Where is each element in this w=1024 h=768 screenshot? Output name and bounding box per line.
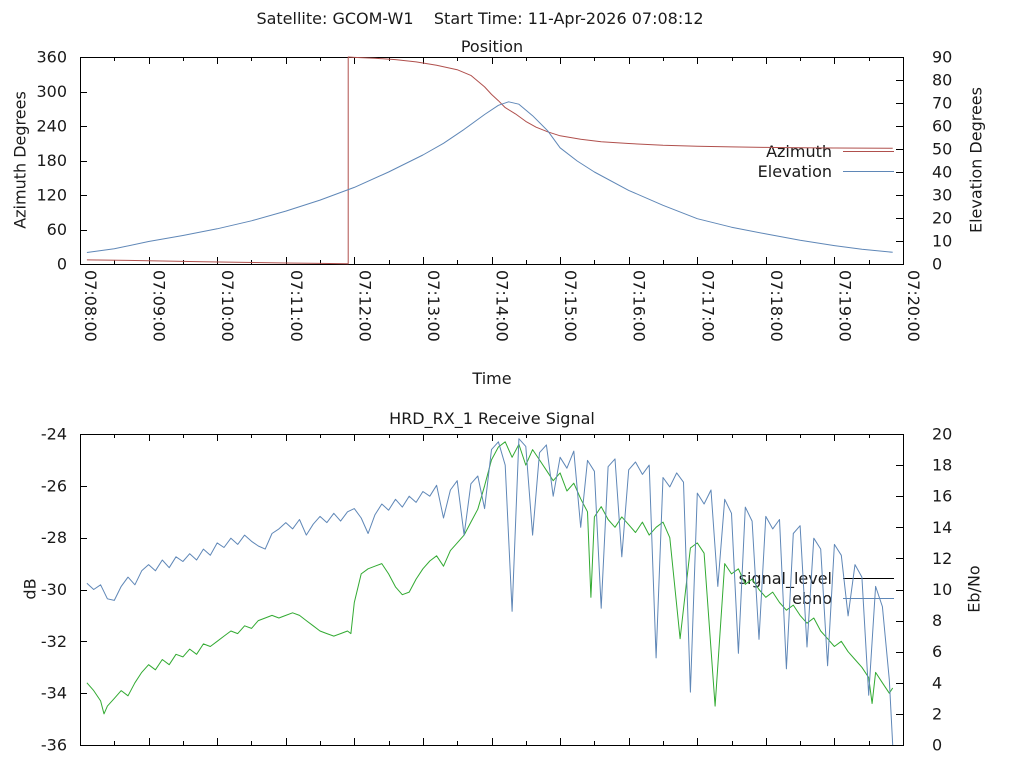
ytick-label-right: 10: [932, 580, 952, 599]
xtick-label: 07:17:00: [698, 270, 717, 342]
ytick-label-right: 60: [932, 117, 952, 136]
ytick-label-right: 20: [932, 209, 952, 228]
legend-item-azimuth: Azimuth: [682, 141, 894, 161]
ytick-label-right: 18: [932, 456, 952, 475]
main-title: Satellite: GCOM-W1 Start Time: 11-Apr-20…: [256, 9, 704, 28]
ytick-label-left: 120: [36, 186, 67, 205]
xtick-label: 07:12:00: [355, 270, 374, 342]
ebno-axis-label: Eb/No: [964, 565, 984, 613]
xtick-label: 07:15:00: [561, 270, 580, 342]
ytick-label-right: 10: [932, 232, 952, 251]
xtick-label: 07:11:00: [287, 270, 306, 342]
ytick-label-left: 180: [36, 151, 67, 170]
elevation-axis-label: Elevation Degrees: [966, 87, 986, 233]
legend-line-sample-elevation: [843, 170, 894, 172]
ytick-label-right: 16: [932, 487, 952, 506]
xtick-label: 07:09:00: [150, 270, 169, 342]
ytick-label-left: -26: [41, 476, 67, 495]
ytick-label-right: 6: [932, 642, 942, 661]
xtick-label: 07:19:00: [835, 270, 854, 342]
ytick-label-right: 14: [932, 518, 952, 537]
legend-label-signal-level: signal_level: [738, 568, 832, 588]
ytick-label-right: 80: [932, 71, 952, 90]
xtick-label: 07:14:00: [493, 270, 512, 342]
db-axis-label: dB: [20, 578, 40, 600]
legend-item-ebno: ebno: [682, 588, 894, 608]
xtick-label: 07:13:00: [424, 270, 443, 342]
xtick-label: 07:16:00: [630, 270, 649, 342]
ytick-label-right: 40: [932, 163, 952, 182]
ytick-label-right: 8: [932, 611, 942, 630]
legend-line-sample-signal-level: [843, 577, 894, 579]
ytick-label-right: 2: [932, 704, 942, 723]
ytick-label-left: -32: [41, 632, 67, 651]
ytick-label-left: 300: [36, 82, 67, 101]
ytick-label-left: -34: [41, 684, 67, 703]
ytick-label-left: 0: [57, 255, 67, 274]
ytick-label-left: 240: [36, 117, 67, 136]
ytick-label-right: 0: [932, 255, 942, 274]
ytick-label-left: 60: [47, 220, 67, 239]
ytick-label-left: -28: [41, 528, 67, 547]
ytick-label-left: -30: [41, 580, 67, 599]
xtick-label: 07:20:00: [904, 270, 923, 342]
signal-chart-title: HRD_RX_1 Receive Signal: [389, 409, 595, 428]
ytick-label-right: 4: [932, 673, 942, 692]
time-axis-label: Time: [472, 369, 512, 388]
xtick-label: 07:08:00: [81, 270, 100, 342]
legend-label-ebno: ebno: [792, 588, 832, 608]
legend-line-sample-azimuth: [843, 150, 894, 152]
ytick-label-right: 30: [932, 186, 952, 205]
xtick-label: 07:18:00: [767, 270, 786, 342]
azimuth-axis-label: Azimuth Degrees: [10, 91, 30, 229]
position-chart-title: Position: [460, 37, 524, 56]
legend-item-signal-level: signal_level: [682, 568, 894, 588]
legend-line-sample-ebno: [843, 597, 894, 599]
tick-labels: 060120180240300360010203040506070809007:…: [36, 48, 952, 342]
ytick-label-right: 0: [932, 736, 942, 755]
legend-label-elevation: Elevation: [757, 161, 832, 181]
legend-item-elevation: Elevation: [682, 161, 894, 181]
ytick-label-right: 50: [932, 140, 952, 159]
xtick-label: 07:10:00: [218, 270, 237, 342]
legend-label-azimuth: Azimuth: [766, 141, 832, 161]
position-chart: 060120180240300360010203040506070809007:…: [36, 48, 952, 342]
ytick-label-right: 12: [932, 549, 952, 568]
ytick-label-right: 70: [932, 94, 952, 113]
ytick-label-left: -36: [41, 736, 67, 755]
